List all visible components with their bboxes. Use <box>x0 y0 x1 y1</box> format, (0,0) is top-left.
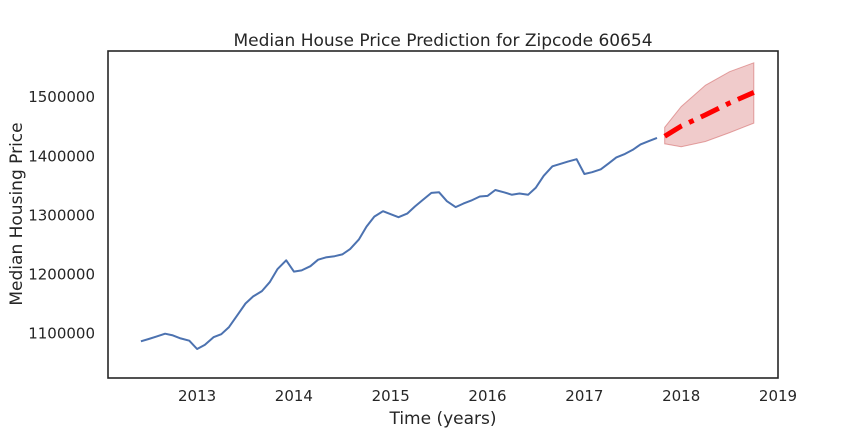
y-tick-label: 1200000 <box>28 266 95 284</box>
forecast-series-line <box>663 90 755 139</box>
tick-labels: 2013 2014 2015 2016 2017 2018 2019 1100000 12000… <box>28 88 797 405</box>
x-tick-label: 2014 <box>275 387 313 405</box>
chart-title: Median House Price Prediction for Zipcod… <box>233 31 652 51</box>
x-tick-label: 2013 <box>178 387 216 405</box>
observed-series-line <box>140 136 658 350</box>
y-tick-label: 1100000 <box>28 325 95 343</box>
x-tick-label: 2018 <box>662 387 700 405</box>
y-tick-label: 1400000 <box>28 147 95 165</box>
y-tick-label: 1500000 <box>28 88 95 106</box>
x-tick-label: 2017 <box>565 387 603 405</box>
x-tick-label: 2016 <box>468 387 506 405</box>
plot-frame <box>107 50 779 379</box>
x-axis-label: Time (years) <box>388 409 496 429</box>
x-tick-label: 2019 <box>759 387 797 405</box>
y-axis-label: Median Housing Price <box>7 122 27 305</box>
forecast-confidence-band <box>664 62 755 148</box>
y-tick-label: 1300000 <box>28 206 95 224</box>
plot-area <box>140 62 755 350</box>
x-tick-label: 2015 <box>372 387 410 405</box>
